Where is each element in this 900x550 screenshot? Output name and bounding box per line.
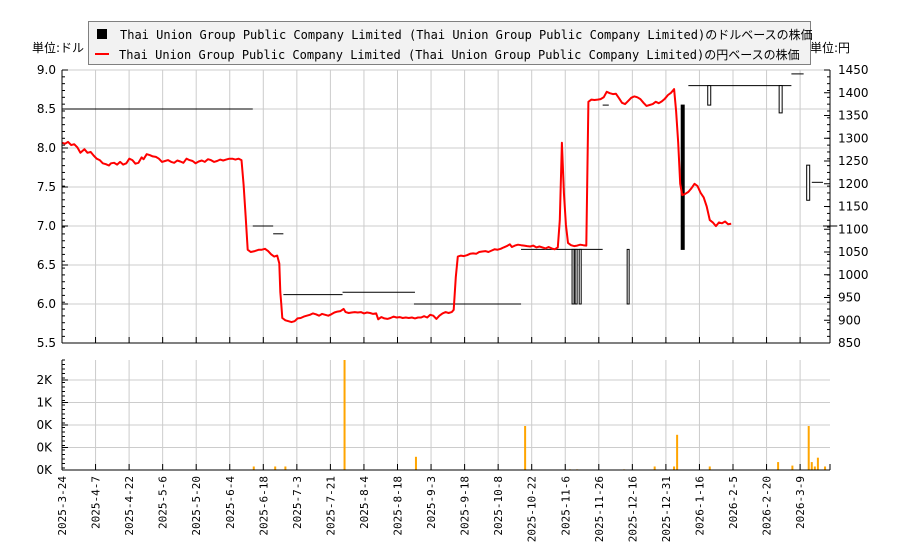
svg-text:8.5: 8.5	[37, 102, 56, 116]
svg-text:2025-8-4: 2025-8-4	[358, 476, 371, 529]
svg-text:1050: 1050	[838, 245, 869, 259]
svg-text:1150: 1150	[838, 200, 869, 214]
svg-text:2025-4-22: 2025-4-22	[123, 476, 136, 536]
svg-text:1400: 1400	[838, 86, 869, 100]
svg-text:7.0: 7.0	[37, 219, 56, 233]
svg-text:2025-6-4: 2025-6-4	[224, 476, 237, 529]
svg-text:2025-9-3: 2025-9-3	[425, 476, 438, 529]
black-square-icon	[97, 29, 107, 39]
right-unit-label: 単位:円	[810, 41, 851, 55]
svg-text:2025-11-6: 2025-11-6	[559, 476, 572, 536]
svg-text:1350: 1350	[838, 109, 869, 123]
svg-text:2026-1-16: 2026-1-16	[693, 476, 706, 536]
svg-text:2026-2-5: 2026-2-5	[727, 476, 740, 529]
volume-bars	[252, 360, 827, 470]
dollar-price-series	[62, 73, 838, 305]
svg-text:1300: 1300	[838, 131, 869, 145]
svg-text:6.5: 6.5	[37, 258, 56, 272]
svg-text:2025-3-24: 2025-3-24	[56, 476, 69, 536]
svg-text:2025-6-18: 2025-6-18	[257, 476, 270, 536]
svg-text:850: 850	[838, 336, 861, 350]
volume-y-axis-ticks: 2K 1K 0K 0K 0K	[36, 373, 68, 477]
svg-text:0K: 0K	[36, 441, 53, 455]
svg-text:2025-7-21: 2025-7-21	[324, 476, 337, 536]
x-axis-date-ticks: 2025-3-24 2025-4-7 2025-4-22 2025-5-6 2025-5…	[56, 337, 807, 542]
legend-label-yen: Thai Union Group Public Company Limited …	[119, 47, 800, 62]
legend-item-yen: Thai Union Group Public Company Limited …	[95, 45, 800, 63]
svg-text:2025-5-20: 2025-5-20	[190, 476, 203, 536]
svg-text:2025-4-7: 2025-4-7	[90, 476, 103, 529]
svg-text:0K: 0K	[36, 463, 53, 477]
svg-text:8.0: 8.0	[37, 141, 56, 155]
svg-text:1250: 1250	[838, 154, 869, 168]
left-unit-label: 単位:ドル	[32, 41, 85, 55]
right-y-axis-ticks: 1450 1400 1350 1300 1250 1200 1150 1100 1050 1000…	[824, 63, 869, 350]
volume-chart-grid	[62, 360, 830, 470]
svg-text:950: 950	[838, 291, 861, 305]
svg-text:2025-7-3: 2025-7-3	[291, 476, 304, 529]
svg-text:2K: 2K	[36, 373, 53, 387]
chart-legend: Thai Union Group Public Company Limited …	[88, 21, 813, 65]
svg-text:5.5: 5.5	[37, 336, 56, 350]
legend-item-dollar: Thai Union Group Public Company Limited …	[95, 25, 813, 43]
svg-text:1000: 1000	[838, 268, 869, 282]
svg-text:1K: 1K	[36, 396, 53, 410]
svg-text:2025-12-16: 2025-12-16	[626, 476, 639, 542]
svg-text:2025-10-22: 2025-10-22	[526, 476, 539, 542]
svg-text:2025-11-26: 2025-11-26	[593, 476, 606, 542]
chart-axes	[61, 69, 831, 471]
svg-text:2026-2-20: 2026-2-20	[761, 476, 774, 536]
svg-text:2025-10-8: 2025-10-8	[492, 476, 505, 536]
svg-text:7.5: 7.5	[37, 180, 56, 194]
svg-text:2025-8-18: 2025-8-18	[392, 476, 405, 536]
svg-text:2026-3-9: 2026-3-9	[794, 476, 807, 529]
svg-text:0K: 0K	[36, 418, 53, 432]
svg-text:2025-9-18: 2025-9-18	[459, 476, 472, 536]
price-chart-grid	[62, 69, 830, 344]
red-line-icon	[95, 53, 109, 55]
yen-price-line	[61, 88, 732, 324]
svg-text:2025-5-6: 2025-5-6	[157, 476, 170, 529]
svg-text:6.0: 6.0	[37, 297, 56, 311]
legend-label-dollar: Thai Union Group Public Company Limited …	[120, 27, 813, 42]
svg-text:900: 900	[838, 313, 861, 327]
svg-text:1100: 1100	[838, 222, 869, 236]
svg-text:2025-12-31: 2025-12-31	[660, 476, 673, 542]
svg-text:9.0: 9.0	[37, 63, 56, 77]
svg-text:1200: 1200	[838, 177, 869, 191]
left-y-axis-ticks: 9.0 8.5 8.0 7.5 7.0 6.5 6.0 5.5	[37, 63, 68, 350]
svg-text:1450: 1450	[838, 63, 869, 77]
